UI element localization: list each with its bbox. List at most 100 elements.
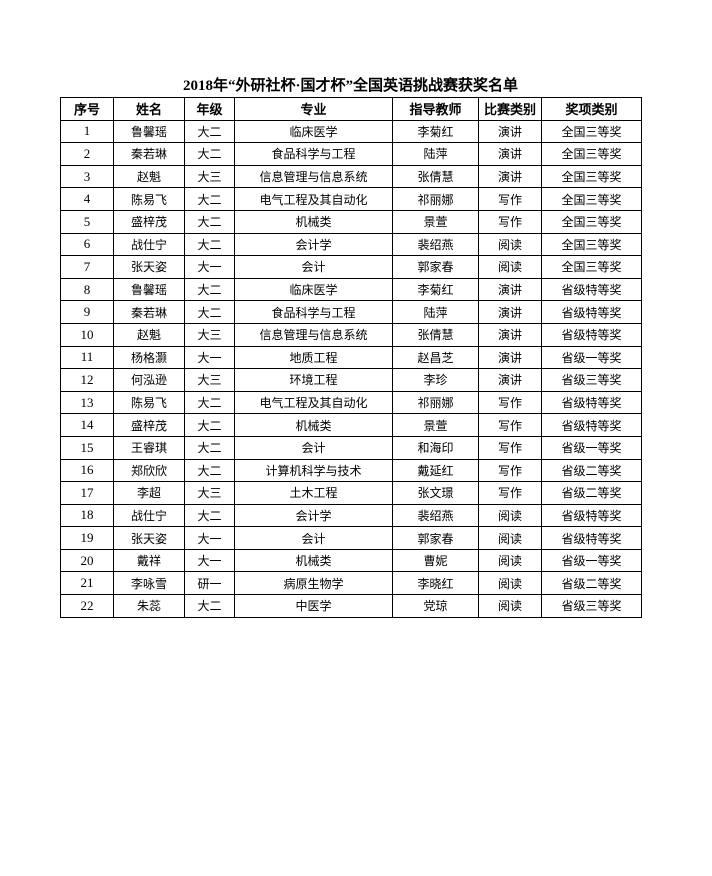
cell-col-teacher: 裴绍燕 <box>392 232 479 257</box>
cell-col-name: 赵魁 <box>113 164 185 189</box>
cell-col-award: 全国三等奖 <box>541 232 642 257</box>
cell-col-grade: 大二 <box>184 277 235 302</box>
cell-col-award: 全国三等奖 <box>541 255 642 279</box>
cell-col-major: 信息管理与信息系统 <box>234 164 393 189</box>
table-row: 22 朱蕊 大二 中医学 党琼 阅读 省级三等奖 <box>60 594 642 618</box>
cell-col-category: 阅读 <box>478 571 542 596</box>
cell-col-teacher: 李菊红 <box>392 119 479 144</box>
cell-col-grade: 大二 <box>184 413 235 437</box>
cell-col-index: 10 <box>60 322 114 347</box>
cell-col-index: 3 <box>60 164 114 189</box>
cell-col-name: 郑欣欣 <box>113 458 185 483</box>
cell-col-name: 张天姿 <box>113 255 185 279</box>
cell-col-teacher: 李菊红 <box>392 277 479 302</box>
cell-col-major: 会计 <box>234 435 393 460</box>
cell-col-grade: 大二 <box>184 300 235 324</box>
cell-col-award: 全国三等奖 <box>541 209 642 234</box>
cell-col-index: 18 <box>60 503 114 528</box>
cell-col-award: 省级特等奖 <box>541 526 642 550</box>
cell-col-award: 省级特等奖 <box>541 503 642 528</box>
header-col-name: 姓名 <box>113 97 185 121</box>
cell-col-major: 临床医学 <box>234 119 393 144</box>
cell-col-teacher: 景萱 <box>392 209 479 234</box>
cell-col-grade: 大三 <box>184 322 235 347</box>
cell-col-award: 省级一等奖 <box>541 548 642 573</box>
cell-col-award: 省级特等奖 <box>541 277 642 302</box>
cell-col-teacher: 陆萍 <box>392 300 479 324</box>
cell-col-category: 写作 <box>478 209 542 234</box>
cell-col-name: 杨格灏 <box>113 345 185 370</box>
cell-col-grade: 大一 <box>184 255 235 279</box>
cell-col-teacher: 张倩慧 <box>392 164 479 189</box>
cell-col-index: 14 <box>60 413 114 437</box>
cell-col-category: 写作 <box>478 435 542 460</box>
cell-col-major: 病原生物学 <box>234 571 393 596</box>
cell-col-name: 秦若琳 <box>113 142 185 166</box>
cell-col-index: 7 <box>60 255 114 279</box>
cell-col-name: 秦若琳 <box>113 300 185 324</box>
cell-col-name: 戴祥 <box>113 548 185 573</box>
cell-col-index: 8 <box>60 277 114 302</box>
cell-col-major: 中医学 <box>234 594 393 618</box>
cell-col-index: 19 <box>60 526 114 550</box>
cell-col-name: 战仕宁 <box>113 503 185 528</box>
cell-col-category: 演讲 <box>478 322 542 347</box>
cell-col-category: 写作 <box>478 413 542 437</box>
cell-col-major: 会计学 <box>234 232 393 257</box>
table-row: 19 张天姿 大一 会计 郭家春 阅读 省级特等奖 <box>60 526 642 550</box>
cell-col-grade: 大二 <box>184 503 235 528</box>
cell-col-index: 15 <box>60 435 114 460</box>
table-row: 6 战仕宁 大二 会计学 裴绍燕 阅读 全国三等奖 <box>60 232 642 257</box>
cell-col-category: 阅读 <box>478 255 542 279</box>
cell-col-name: 陈易飞 <box>113 390 185 415</box>
cell-col-category: 阅读 <box>478 232 542 257</box>
table-row: 11 杨格灏 大一 地质工程 赵昌芝 演讲 省级一等奖 <box>60 345 642 370</box>
cell-col-major: 机械类 <box>234 209 393 234</box>
cell-col-grade: 大二 <box>184 142 235 166</box>
cell-col-index: 13 <box>60 390 114 415</box>
cell-col-index: 4 <box>60 187 114 211</box>
cell-col-major: 信息管理与信息系统 <box>234 322 393 347</box>
cell-col-award: 省级一等奖 <box>541 435 642 460</box>
cell-col-name: 鲁馨瑶 <box>113 277 185 302</box>
table-row: 7 张天姿 大一 会计 郭家春 阅读 全国三等奖 <box>60 255 642 279</box>
cell-col-category: 写作 <box>478 458 542 483</box>
header-col-teacher: 指导教师 <box>392 97 479 121</box>
cell-col-award: 省级二等奖 <box>541 458 642 483</box>
header-col-grade: 年级 <box>184 97 235 121</box>
cell-col-name: 盛梓茂 <box>113 209 185 234</box>
cell-col-category: 演讲 <box>478 142 542 166</box>
cell-col-award: 省级特等奖 <box>541 390 642 415</box>
table-row: 21 李咏雪 研一 病原生物学 李晓红 阅读 省级二等奖 <box>60 571 642 596</box>
cell-col-name: 王睿琪 <box>113 435 185 460</box>
cell-col-award: 省级二等奖 <box>541 481 642 505</box>
cell-col-index: 9 <box>60 300 114 324</box>
cell-col-index: 12 <box>60 368 114 392</box>
table-row: 15 王睿琪 大二 会计 和海印 写作 省级一等奖 <box>60 435 642 460</box>
table-row: 13 陈易飞 大二 电气工程及其自动化 祁丽娜 写作 省级特等奖 <box>60 390 642 415</box>
cell-col-major: 食品科学与工程 <box>234 142 393 166</box>
cell-col-teacher: 张文璟 <box>392 481 479 505</box>
cell-col-category: 写作 <box>478 187 542 211</box>
cell-col-major: 机械类 <box>234 413 393 437</box>
cell-col-name: 张天姿 <box>113 526 185 550</box>
document-title: 2018年“外研社杯·国才杯”全国英语挑战赛获奖名单 <box>182 78 518 94</box>
cell-col-name: 盛梓茂 <box>113 413 185 437</box>
table-row: 3 赵魁 大三 信息管理与信息系统 张倩慧 演讲 全国三等奖 <box>60 164 642 189</box>
cell-col-grade: 大一 <box>184 526 235 550</box>
cell-col-major: 会计学 <box>234 503 393 528</box>
cell-col-category: 演讲 <box>478 368 542 392</box>
cell-col-award: 省级一等奖 <box>541 345 642 370</box>
cell-col-name: 战仕宁 <box>113 232 185 257</box>
cell-col-category: 写作 <box>478 481 542 505</box>
cell-col-grade: 大二 <box>184 435 235 460</box>
cell-col-major: 地质工程 <box>234 345 393 370</box>
cell-col-teacher: 祁丽娜 <box>392 187 479 211</box>
cell-col-teacher: 曹妮 <box>392 548 479 573</box>
table-row: 5 盛梓茂 大二 机械类 景萱 写作 全国三等奖 <box>60 209 642 234</box>
cell-col-index: 1 <box>60 119 114 144</box>
cell-col-teacher: 裴绍燕 <box>392 503 479 528</box>
cell-col-major: 电气工程及其自动化 <box>234 187 393 211</box>
cell-col-major: 土木工程 <box>234 481 393 505</box>
cell-col-award: 省级三等奖 <box>541 368 642 392</box>
